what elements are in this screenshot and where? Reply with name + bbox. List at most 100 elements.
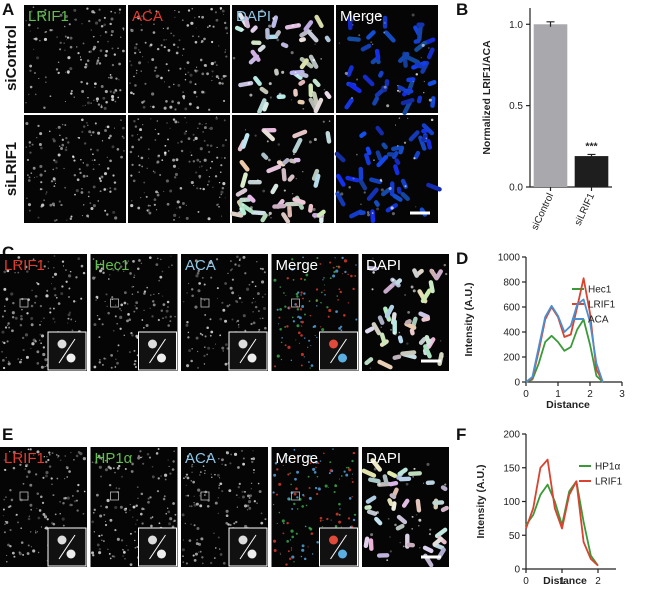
spot <box>32 6 35 8</box>
spot <box>332 266 335 269</box>
spot <box>131 163 134 166</box>
spot <box>312 58 316 62</box>
spot <box>113 181 117 184</box>
spot <box>94 122 97 125</box>
spot <box>133 46 137 50</box>
profile-line <box>239 338 257 364</box>
chromosome <box>262 101 269 112</box>
spot <box>231 278 234 281</box>
spot <box>52 137 55 141</box>
spot <box>137 456 141 460</box>
spot <box>62 501 65 505</box>
spot <box>211 70 214 73</box>
spot <box>237 264 241 267</box>
spot <box>224 362 228 366</box>
spot <box>171 468 175 471</box>
spot <box>197 488 201 492</box>
spot <box>111 296 114 299</box>
chromosome <box>293 157 301 163</box>
spot <box>4 326 8 329</box>
spot <box>316 492 319 496</box>
spot <box>282 464 284 467</box>
spot <box>45 460 48 464</box>
spot <box>182 94 186 99</box>
spot <box>111 47 114 50</box>
spot <box>35 473 38 476</box>
spot <box>33 17 35 19</box>
spot <box>70 215 73 218</box>
spot <box>221 77 223 80</box>
spot <box>208 175 211 178</box>
spot <box>36 56 40 60</box>
spot <box>274 365 277 368</box>
spot <box>182 561 185 564</box>
spot <box>106 125 110 129</box>
spot <box>335 484 337 486</box>
spot <box>6 554 8 557</box>
spot <box>30 531 32 533</box>
x-tick-label: 0 <box>523 576 529 587</box>
spot <box>216 297 219 299</box>
spot <box>407 310 411 314</box>
spot <box>114 304 117 306</box>
spot <box>98 534 101 538</box>
spot <box>36 531 38 533</box>
spot <box>25 102 27 104</box>
spot <box>192 139 195 142</box>
spot <box>274 462 278 465</box>
inset-spot <box>329 339 338 349</box>
chromosome <box>308 203 314 213</box>
spot <box>151 92 155 96</box>
spot <box>91 551 95 555</box>
spot <box>264 518 267 521</box>
spot <box>153 69 157 72</box>
spot <box>343 259 348 263</box>
inset-spot <box>66 549 76 559</box>
spot <box>313 471 317 474</box>
spot <box>269 96 273 99</box>
spot <box>45 31 47 33</box>
spot <box>151 465 154 468</box>
spot <box>211 80 213 82</box>
y-tick-label: 0.0 <box>509 183 523 194</box>
spot <box>202 91 206 94</box>
spot <box>289 472 291 475</box>
spot <box>184 68 186 70</box>
spot <box>272 17 275 20</box>
spot <box>110 17 114 21</box>
chromosome <box>417 24 423 42</box>
spot <box>98 19 101 22</box>
spot <box>59 459 62 461</box>
spot <box>184 79 187 81</box>
spot <box>146 286 149 289</box>
spot <box>120 303 124 307</box>
spot <box>203 283 206 286</box>
spot <box>45 470 49 475</box>
chromosome <box>430 96 436 108</box>
spot <box>124 261 128 265</box>
spot <box>120 36 122 38</box>
spot <box>109 518 113 522</box>
spot <box>174 513 177 516</box>
spot <box>231 318 234 321</box>
spot <box>160 475 162 477</box>
spot <box>371 288 374 291</box>
spot <box>65 466 69 470</box>
spot <box>92 185 96 189</box>
spot <box>211 40 214 44</box>
chromosome <box>397 335 404 344</box>
spot <box>235 494 238 497</box>
spot <box>243 199 246 201</box>
spot <box>293 92 295 94</box>
chromosome <box>375 150 383 161</box>
spot <box>8 506 10 509</box>
spot <box>383 85 387 89</box>
spot <box>131 145 134 149</box>
panel-letter: B <box>456 0 468 19</box>
spot <box>280 358 283 361</box>
inset-spot <box>329 535 338 545</box>
chromosome <box>395 278 403 285</box>
spot <box>48 465 52 468</box>
spot <box>178 39 181 42</box>
spot <box>7 322 10 325</box>
